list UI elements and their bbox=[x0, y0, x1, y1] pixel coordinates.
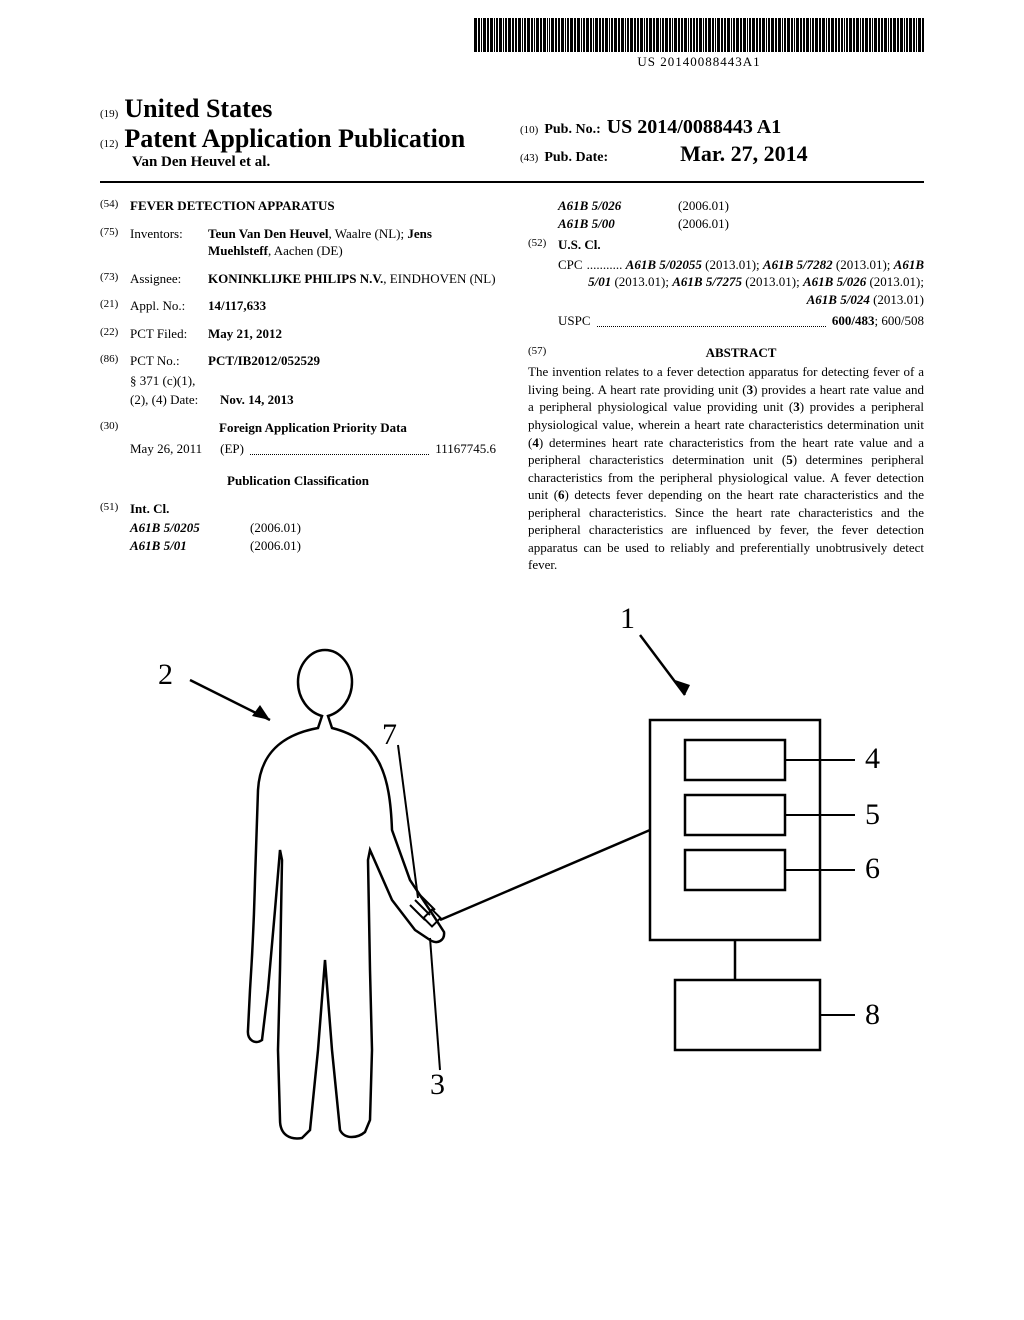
intcl-row-3: A61B 5/00 (2006.01) bbox=[558, 215, 924, 233]
fig-label-3: 3 bbox=[430, 1068, 445, 1102]
applno-num: (21) bbox=[100, 297, 130, 315]
intcl-year-0: (2006.01) bbox=[250, 519, 301, 537]
figure-svg bbox=[130, 620, 910, 1180]
abstract-num: (57) bbox=[528, 344, 558, 362]
assignee-num: (73) bbox=[100, 270, 130, 288]
cpc-block: CPC ........... A61B 5/02055 (2013.01); … bbox=[558, 256, 924, 309]
patent-figure: 1 2 7 3 4 5 6 8 bbox=[130, 620, 910, 1180]
country-prefix: (19) bbox=[100, 108, 118, 120]
pubno: US 2014/0088443 A1 bbox=[607, 116, 781, 139]
left-column: (54) FEVER DETECTION APPARATUS (75) Inve… bbox=[100, 197, 496, 574]
uscl-label: U.S. Cl. bbox=[558, 236, 601, 254]
intcl-year-2: (2006.01) bbox=[678, 197, 729, 215]
pubtype-prefix: (12) bbox=[100, 138, 118, 150]
s371-date-label: (2), (4) Date: bbox=[130, 391, 220, 409]
intcl-row-1: A61B 5/01 (2006.01) bbox=[130, 537, 496, 555]
abstract-label: ABSTRACT bbox=[558, 344, 924, 362]
intcl-row-2: A61B 5/026 (2006.01) bbox=[558, 197, 924, 215]
applno-label: Appl. No.: bbox=[130, 297, 208, 315]
fig-label-4: 4 bbox=[865, 742, 880, 776]
s371-date-value: Nov. 14, 2013 bbox=[220, 391, 496, 409]
fig-label-7: 7 bbox=[382, 718, 397, 752]
fig-label-1: 1 bbox=[620, 602, 635, 636]
intcl-row-0: A61B 5/0205 (2006.01) bbox=[130, 519, 496, 537]
pub-type: Patent Application Publication bbox=[124, 124, 465, 154]
pubdate-prefix: (43) bbox=[520, 152, 538, 164]
uspc-value: 600/483; 600/508 bbox=[832, 312, 924, 330]
barcode-lines bbox=[474, 18, 924, 52]
pubdate-label: Pub. Date: bbox=[544, 150, 608, 166]
intcl-label: Int. Cl. bbox=[130, 500, 169, 518]
uscl-num: (52) bbox=[528, 236, 558, 254]
pctfiled-label: PCT Filed: bbox=[130, 325, 208, 343]
intcl-year-3: (2006.01) bbox=[678, 215, 729, 233]
foreign-country: (EP) bbox=[220, 440, 244, 458]
barcode-number: US 20140088443A1 bbox=[474, 54, 924, 70]
applno-value: 14/117,633 bbox=[208, 297, 496, 315]
s371-label: § 371 (c)(1), bbox=[130, 372, 195, 390]
pubdate: Mar. 27, 2014 bbox=[680, 141, 808, 167]
cpc-label: CPC bbox=[558, 256, 583, 274]
barcode: US 20140088443A1 bbox=[474, 18, 924, 70]
pubclass-title: Publication Classification bbox=[100, 472, 496, 490]
fig-label-8: 8 bbox=[865, 998, 880, 1032]
cpc-text: A61B 5/02055 (2013.01); A61B 5/7282 (201… bbox=[588, 257, 924, 307]
intcl-code-0: A61B 5/0205 bbox=[130, 519, 250, 537]
abstract-text: The invention relates to a fever detecti… bbox=[528, 363, 924, 574]
foreign-title: Foreign Application Priority Data bbox=[130, 419, 496, 437]
right-column: A61B 5/026 (2006.01) A61B 5/00 (2006.01)… bbox=[528, 197, 924, 574]
intcl-year-1: (2006.01) bbox=[250, 537, 301, 555]
fig-label-5: 5 bbox=[865, 798, 880, 832]
uspc-label: USPC bbox=[558, 312, 591, 330]
foreign-num: (30) bbox=[100, 419, 130, 437]
pctfiled-value: May 21, 2012 bbox=[208, 325, 496, 343]
country: United States bbox=[124, 94, 272, 124]
intcl-num: (51) bbox=[100, 500, 130, 518]
right-header: (10) Pub. No.: US 2014/0088443 A1 (43) P… bbox=[520, 116, 808, 169]
inventors-value: Teun Van Den Heuvel, Waalre (NL); Jens M… bbox=[208, 225, 496, 260]
assignee-label: Assignee: bbox=[130, 270, 208, 288]
pctno-value: PCT/IB2012/052529 bbox=[208, 352, 496, 370]
pctno-num: (86) bbox=[100, 352, 130, 370]
pubno-label: Pub. No.: bbox=[544, 122, 600, 138]
biblio-columns: (54) FEVER DETECTION APPARATUS (75) Inve… bbox=[100, 197, 924, 574]
title-num: (54) bbox=[100, 197, 130, 215]
fig-label-2: 2 bbox=[158, 658, 173, 692]
pubno-prefix: (10) bbox=[520, 124, 538, 136]
inventors-label: Inventors: bbox=[130, 225, 208, 260]
uspc-row: USPC 600/483; 600/508 bbox=[558, 312, 924, 330]
pctno-label: PCT No.: bbox=[130, 352, 208, 370]
invention-title: FEVER DETECTION APPARATUS bbox=[130, 197, 335, 215]
foreign-appno: 11167745.6 bbox=[435, 440, 496, 458]
priority-row: May 26, 2011 (EP) 11167745.6 bbox=[130, 440, 496, 458]
assignee-value: KONINKLIJKE PHILIPS N.V., EINDHOVEN (NL) bbox=[208, 270, 496, 288]
pctfiled-num: (22) bbox=[100, 325, 130, 343]
intcl-code-2: A61B 5/026 bbox=[558, 197, 678, 215]
inventors-num: (75) bbox=[100, 225, 130, 260]
intcl-code-3: A61B 5/00 bbox=[558, 215, 678, 233]
intcl-code-1: A61B 5/01 bbox=[130, 537, 250, 555]
fig-label-6: 6 bbox=[865, 852, 880, 886]
foreign-date: May 26, 2011 bbox=[130, 440, 202, 458]
